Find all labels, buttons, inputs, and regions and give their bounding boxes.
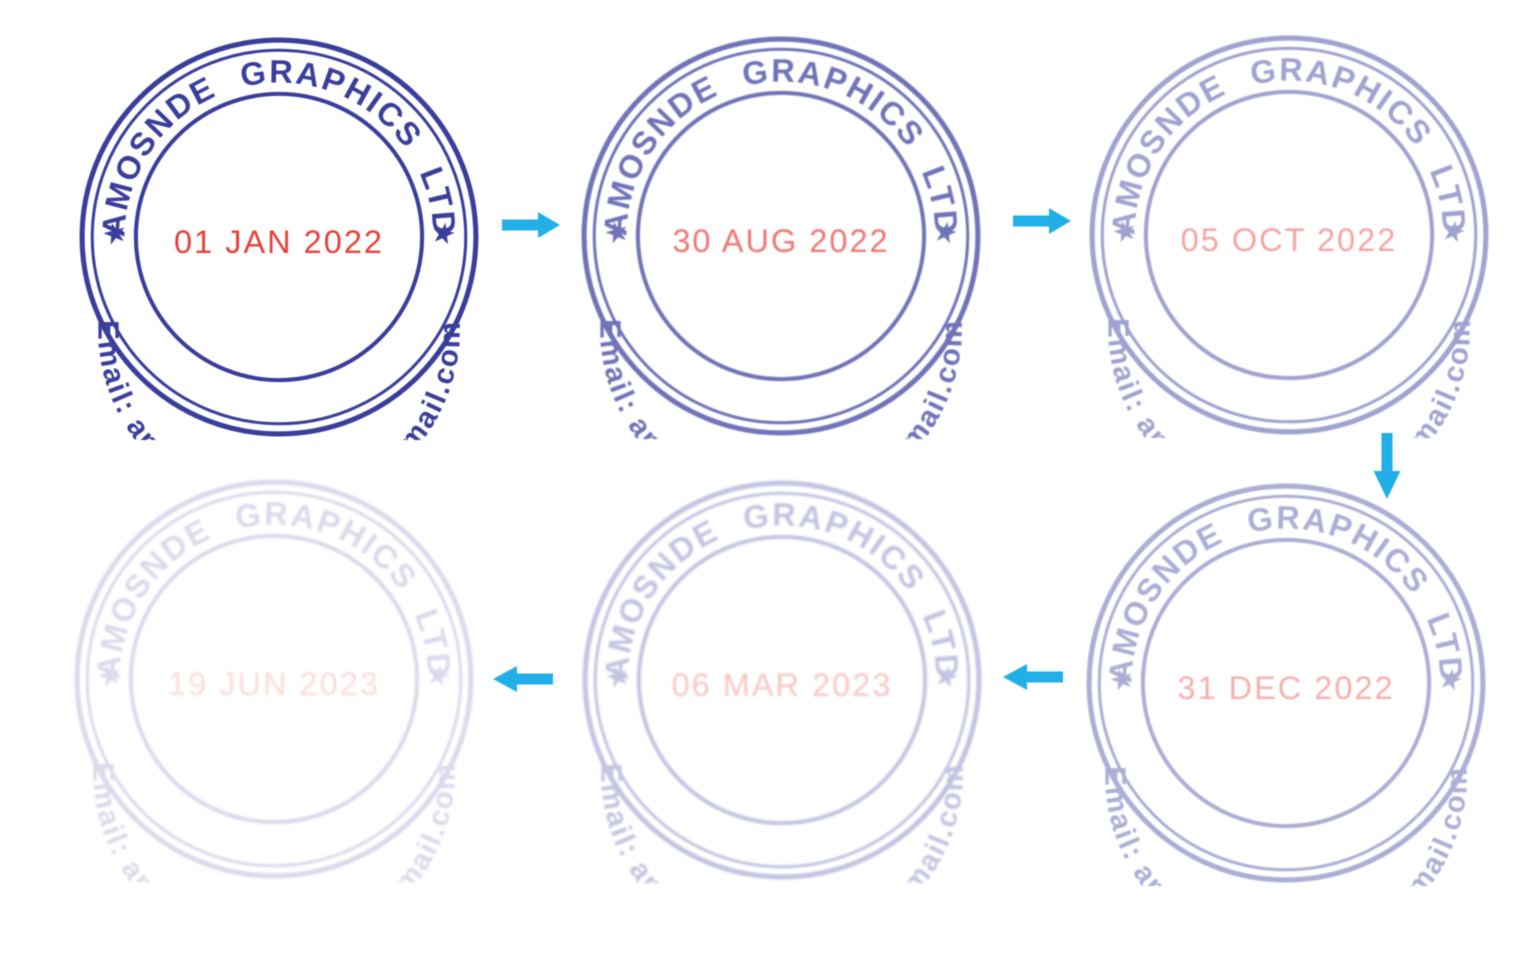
- second-ring: [1100, 46, 1478, 424]
- svg-text:AMOSNDE GRAPHICS LTD: AMOSNDE GRAPHICS LTD: [1102, 500, 1469, 684]
- stamp-graphic: AMOSNDE GRAPHICS LTD Email: amosndegraph…: [1089, 35, 1489, 438]
- right-star-icon: ★: [1434, 662, 1466, 699]
- right-star-icon: ★: [929, 215, 961, 252]
- stamp-graphic: AMOSNDE GRAPHICS LTD Email: amosndegraph…: [74, 479, 474, 882]
- outer-ring: [79, 37, 479, 437]
- company-name-arc: AMOSNDE GRAPHICS LTD: [1102, 500, 1467, 684]
- arrow-left-icon: [1003, 662, 1063, 692]
- right-star-icon: ★: [930, 659, 962, 696]
- right-star-icon: ★: [422, 658, 454, 695]
- arrow-right-icon: [1013, 206, 1071, 236]
- outer-ring: [1086, 483, 1486, 883]
- inner-ring: [635, 90, 927, 382]
- arrow-left-icon: [493, 664, 553, 694]
- outer-ring: [581, 36, 981, 436]
- second-ring: [593, 491, 971, 869]
- inner-ring: [1140, 537, 1432, 829]
- stamp-date: 01 JAN 2022: [174, 224, 384, 260]
- stamp-30-aug-2022: AMOSNDE GRAPHICS LTD Email: amosndegraph…: [578, 33, 984, 439]
- arrow-right-icon: [502, 210, 560, 240]
- svg-text:AMOSNDE GRAPHICS LTD: AMOSNDE GRAPHICS LTD: [90, 496, 457, 680]
- stamp-date: 06 MAR 2023: [672, 667, 893, 703]
- stamp-graphic: AMOSNDE GRAPHICS LTD Email: amosndegraph…: [79, 37, 479, 440]
- stamp-date: 30 AUG 2022: [672, 223, 889, 259]
- stamp-01-jan-2022: AMOSNDE GRAPHICS LTD Email: amosndegraph…: [76, 34, 482, 440]
- stamp-date: 19 JUN 2023: [168, 666, 380, 702]
- right-star-icon: ★: [1437, 214, 1469, 251]
- stamp-graphic: AMOSNDE GRAPHICS LTD Email: amosndegraph…: [1086, 483, 1486, 886]
- company-name-arc: AMOSNDE GRAPHICS LTD: [90, 496, 455, 680]
- second-ring: [1097, 494, 1475, 872]
- outer-ring: [74, 479, 474, 879]
- outer-ring: [1089, 35, 1489, 435]
- second-ring: [85, 490, 463, 868]
- company-name-arc: AMOSNDE GRAPHICS LTD: [1105, 52, 1470, 236]
- company-name-arc: AMOSNDE GRAPHICS LTD: [95, 54, 460, 238]
- inner-ring: [636, 534, 928, 826]
- stamp-date: 31 DEC 2022: [1177, 670, 1394, 706]
- company-name-arc: AMOSNDE GRAPHICS LTD: [598, 497, 963, 681]
- inner-ring: [133, 91, 425, 383]
- stamp-06-mar-2023: AMOSNDE GRAPHICS LTD Email: amosndegraph…: [579, 477, 985, 883]
- arrow-down-icon: [1372, 433, 1402, 499]
- inner-ring: [128, 533, 420, 825]
- stamp-05-oct-2022: AMOSNDE GRAPHICS LTD Email: amosndegraph…: [1086, 32, 1492, 438]
- company-name-arc: AMOSNDE GRAPHICS LTD: [597, 53, 962, 237]
- stamp-19-jun-2023: AMOSNDE GRAPHICS LTD Email: amosndegraph…: [71, 476, 477, 882]
- svg-text:AMOSNDE GRAPHICS LTD: AMOSNDE GRAPHICS LTD: [597, 53, 964, 237]
- right-star-icon: ★: [427, 216, 459, 253]
- outer-ring: [582, 480, 982, 880]
- inner-ring: [1143, 89, 1435, 381]
- stamp-date: 05 OCT 2022: [1181, 222, 1398, 258]
- svg-text:AMOSNDE GRAPHICS LTD: AMOSNDE GRAPHICS LTD: [95, 54, 462, 238]
- second-ring: [592, 47, 970, 425]
- second-ring: [90, 48, 468, 426]
- stamp-31-dec-2022: AMOSNDE GRAPHICS LTD Email: amosndegraph…: [1083, 480, 1489, 886]
- svg-text:AMOSNDE GRAPHICS LTD: AMOSNDE GRAPHICS LTD: [1105, 52, 1472, 236]
- svg-text:AMOSNDE GRAPHICS LTD: AMOSNDE GRAPHICS LTD: [598, 497, 965, 681]
- stamp-graphic: AMOSNDE GRAPHICS LTD Email: amosndegraph…: [581, 36, 981, 439]
- stamp-graphic: AMOSNDE GRAPHICS LTD Email: amosndegraph…: [582, 480, 982, 883]
